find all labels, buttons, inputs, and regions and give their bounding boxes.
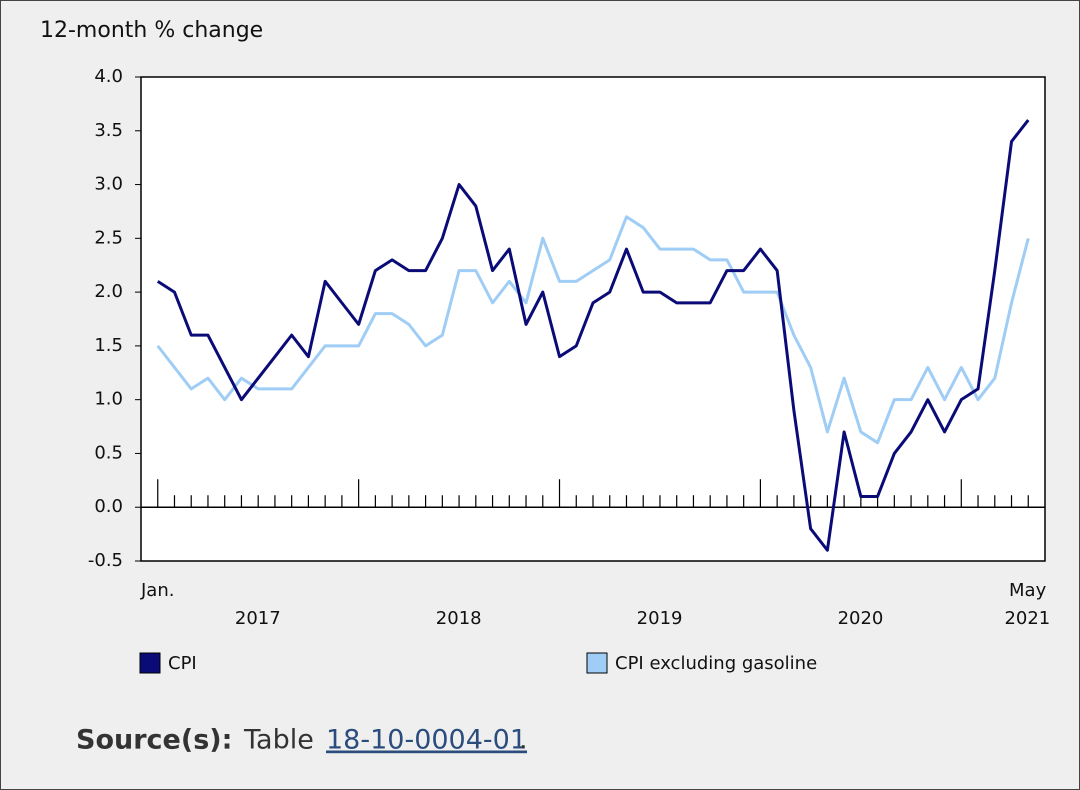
y-tick-label: 2.0 (94, 281, 123, 302)
axis-title: 12-month % change (40, 18, 263, 43)
series-line (156, 119, 1030, 552)
source-link[interactable]: 18-10-0004-01 (326, 725, 527, 756)
legend-swatch (139, 652, 161, 674)
y-tick-label: 0.0 (94, 496, 123, 517)
legend-label: CPI (168, 653, 197, 674)
y-tick-label: 3.5 (94, 120, 123, 141)
y-tick-label: -0.5 (88, 550, 123, 571)
y-tick-label: 4.0 (94, 66, 123, 87)
x-tick-label: May (1009, 580, 1047, 601)
source-label: Source(s): (76, 725, 232, 756)
year-label: 2018 (436, 608, 482, 629)
year-label: 2019 (637, 608, 683, 629)
y-tick-label: 1.5 (94, 335, 123, 356)
year-label: 2021 (1004, 608, 1050, 629)
y-tick-label: 2.5 (94, 227, 123, 248)
y-tick-label: 3.0 (94, 174, 123, 195)
y-tick-label: 1.0 (94, 389, 123, 410)
source-text: Table (243, 725, 314, 756)
legend-label: CPI excluding gasoline (615, 653, 817, 674)
series-line (156, 215, 1030, 445)
year-label: 2017 (235, 608, 281, 629)
y-tick-label: 0.5 (94, 442, 123, 463)
x-tick-label: Jan. (140, 580, 174, 601)
plot-area (140, 76, 1046, 562)
year-label: 2020 (838, 608, 884, 629)
legend-swatch (586, 652, 608, 674)
source-end: . (519, 725, 528, 756)
